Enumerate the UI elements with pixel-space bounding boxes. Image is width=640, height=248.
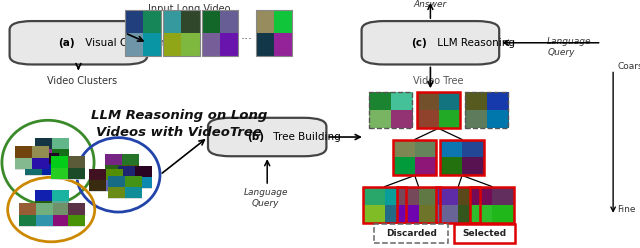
- Text: (c): (c): [412, 38, 428, 48]
- Text: ...: ...: [241, 30, 252, 42]
- Text: (a): (a): [59, 38, 76, 48]
- Bar: [19, 203, 52, 226]
- Bar: [89, 169, 122, 191]
- Bar: [163, 10, 200, 56]
- FancyBboxPatch shape: [10, 21, 147, 64]
- Text: Fine: Fine: [618, 205, 636, 214]
- Bar: [108, 176, 141, 198]
- Bar: [51, 156, 84, 179]
- Bar: [470, 186, 514, 223]
- Text: LLM Reasoning: LLM Reasoning: [434, 38, 515, 48]
- Bar: [393, 139, 436, 176]
- FancyBboxPatch shape: [208, 118, 326, 156]
- Bar: [363, 186, 406, 223]
- Bar: [465, 93, 508, 128]
- Bar: [397, 186, 440, 223]
- Bar: [118, 166, 151, 188]
- Bar: [256, 10, 292, 56]
- Text: Language
Query: Language Query: [243, 188, 288, 208]
- Bar: [417, 93, 460, 128]
- FancyBboxPatch shape: [362, 21, 499, 64]
- Text: Input Long Video: Input Long Video: [148, 4, 230, 14]
- Bar: [15, 146, 49, 169]
- Bar: [35, 138, 68, 160]
- Text: Tree Building: Tree Building: [270, 132, 341, 142]
- Text: Discarded: Discarded: [386, 229, 436, 238]
- Text: Language
Query: Language Query: [547, 37, 592, 57]
- Bar: [374, 224, 448, 243]
- Text: Selected: Selected: [463, 229, 507, 238]
- Bar: [125, 10, 161, 56]
- Bar: [105, 154, 138, 176]
- Text: Video Clusters: Video Clusters: [47, 76, 117, 86]
- Bar: [202, 10, 238, 56]
- Bar: [369, 93, 412, 128]
- Text: Answer: Answer: [413, 0, 447, 9]
- Bar: [51, 203, 84, 226]
- Bar: [454, 224, 515, 243]
- Bar: [25, 153, 58, 175]
- Bar: [436, 186, 480, 223]
- Bar: [440, 139, 484, 176]
- Bar: [35, 190, 68, 212]
- Text: Coarse: Coarse: [618, 62, 640, 71]
- Text: Visual Clustering: Visual Clustering: [82, 38, 173, 48]
- Text: Video Tree: Video Tree: [413, 76, 463, 86]
- Text: (b): (b): [247, 132, 264, 142]
- Text: LLM Reasoning on Long
Videos with VideoTree: LLM Reasoning on Long Videos with VideoT…: [91, 109, 268, 139]
